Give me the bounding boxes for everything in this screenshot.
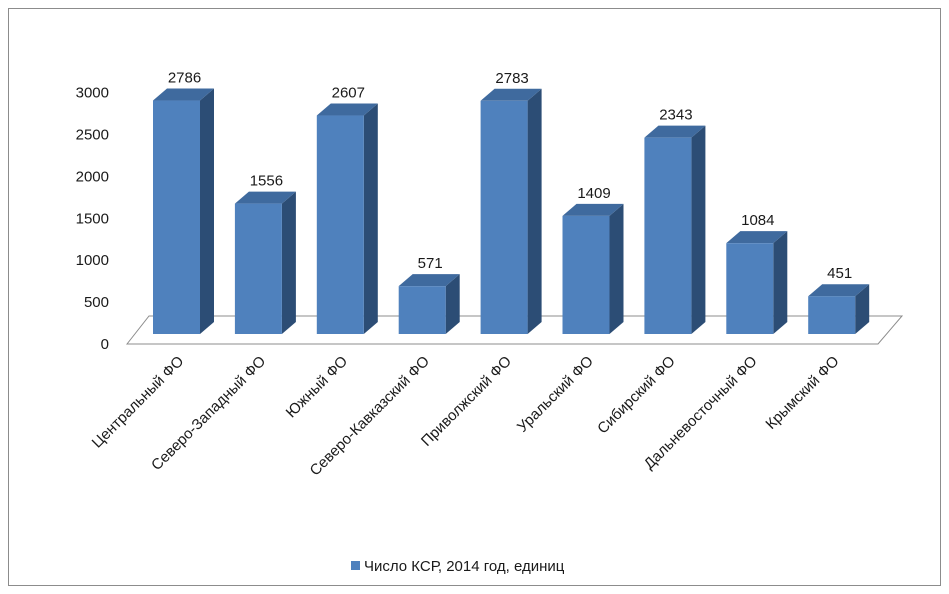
data-labels: 2786 1556 2607 571 2783 1409 2343 1084 451 <box>168 70 852 283</box>
bar <box>562 203 624 334</box>
y-tick-label: 0 <box>101 336 109 353</box>
category-label: Южный ФО <box>283 353 352 422</box>
bar-side <box>200 88 214 334</box>
y-tick-label: 1500 <box>76 210 109 227</box>
bar-side <box>363 103 378 334</box>
y-axis-ticks: 0 500 1000 1500 2000 2500 3000 <box>76 85 109 353</box>
bar-front <box>153 100 200 334</box>
bar-side <box>691 125 706 334</box>
bar <box>808 284 870 334</box>
y-tick-label: 500 <box>84 294 109 311</box>
data-label: 2786 <box>168 70 201 87</box>
bar-top <box>234 191 296 204</box>
data-label: 451 <box>827 265 852 282</box>
data-label: 1409 <box>577 185 610 202</box>
bar-side <box>445 274 460 334</box>
bar-side <box>609 203 624 334</box>
bar-side <box>855 284 870 334</box>
y-tick-label: 3000 <box>76 85 109 102</box>
bar-front <box>480 100 528 334</box>
bar-top <box>398 274 460 287</box>
bar-top <box>726 231 788 244</box>
bar-top <box>153 88 214 101</box>
legend-label: Число КСР, 2014 год, единиц <box>364 558 565 575</box>
bar-top <box>562 203 624 216</box>
y-tick-label: 1000 <box>76 252 109 269</box>
category-label: Сибирский ФО <box>594 353 679 438</box>
bars <box>153 88 870 334</box>
bar-top <box>480 88 542 101</box>
bar <box>644 125 706 334</box>
category-label: Приволжский ФО <box>418 353 515 450</box>
bar-front <box>726 243 774 334</box>
bar <box>726 231 788 334</box>
bar-side <box>281 191 296 334</box>
bar-side <box>527 88 542 334</box>
bar <box>398 274 460 334</box>
bar-front <box>808 296 856 334</box>
y-tick-label: 2500 <box>76 127 109 144</box>
data-label: 2607 <box>332 85 365 102</box>
bar-front <box>398 286 446 334</box>
data-label: 2343 <box>659 107 692 124</box>
y-tick-label: 2000 <box>76 168 109 185</box>
legend-swatch <box>351 561 360 570</box>
data-label: 571 <box>418 255 443 272</box>
bar <box>234 191 296 334</box>
bar-front <box>644 137 692 334</box>
bar-side <box>773 231 788 334</box>
data-label: 1556 <box>250 173 283 190</box>
category-label: Крымский ФО <box>762 353 842 433</box>
data-label: 1084 <box>741 212 774 229</box>
bar-front <box>316 115 364 334</box>
bar-top <box>316 103 378 116</box>
bar <box>153 88 214 334</box>
bar-top <box>808 284 870 297</box>
category-label: Уральский ФО <box>514 353 597 436</box>
bar-top <box>644 125 706 138</box>
bar <box>480 88 542 334</box>
bar-front <box>234 203 282 334</box>
bar <box>316 103 378 334</box>
column-chart: 0 500 1000 1500 2000 2500 3000 2786 1556 2607 571… <box>76 70 904 575</box>
bar-front <box>562 215 610 334</box>
legend: Число КСР, 2014 год, единиц <box>351 558 565 575</box>
data-label: 2783 <box>495 70 528 87</box>
chart-frame: 0 500 1000 1500 2000 2500 3000 2786 1556 2607 571… <box>8 8 941 586</box>
